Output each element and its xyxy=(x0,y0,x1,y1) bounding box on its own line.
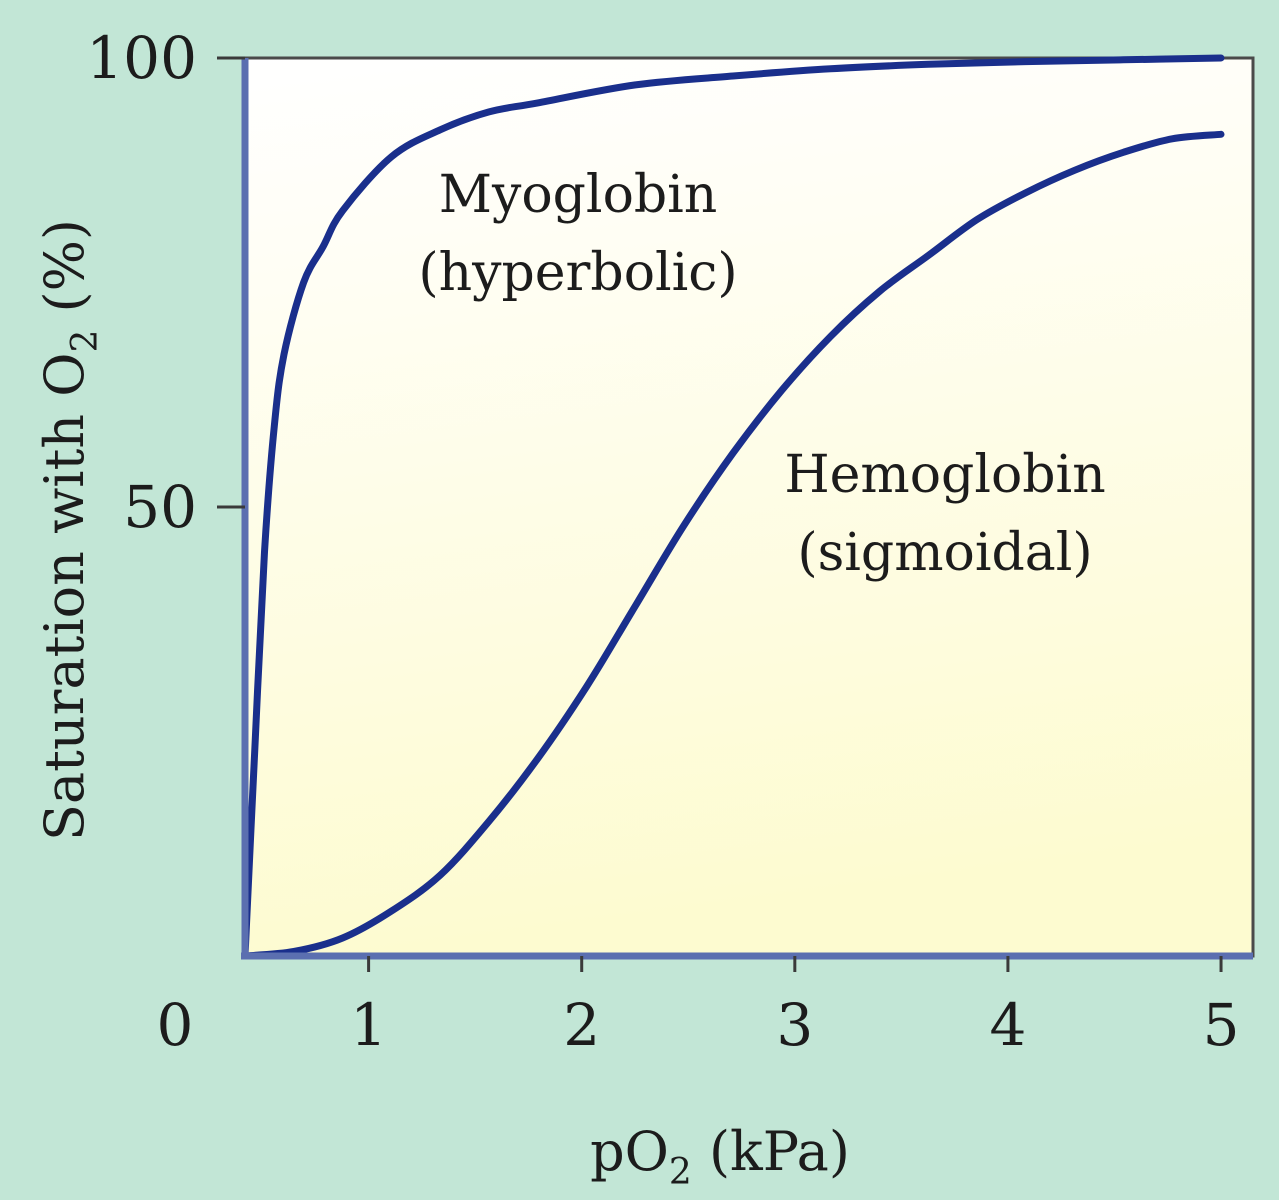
x-axis-title: pO2 (kPa) xyxy=(590,1120,850,1193)
curve-label-hemoglobin-type: (sigmoidal) xyxy=(797,523,1092,583)
x-tick-label: 2 xyxy=(563,991,600,1059)
origin-tick-label: 0 xyxy=(157,991,194,1059)
series-line-hemoglobin xyxy=(241,130,1225,960)
y-tick-label: 100 xyxy=(86,24,197,92)
tick-layer: 1 2 3 4 5 50 100 xyxy=(86,24,1239,1059)
curve-label-myoglobin-name: Myoglobin xyxy=(439,165,718,225)
series-layer xyxy=(241,54,1225,960)
x-tick-label: 4 xyxy=(989,991,1026,1059)
curve-label-hemoglobin-name: Hemoglobin xyxy=(784,445,1105,505)
plot-area xyxy=(243,56,1255,958)
curve-label-myoglobin-type: (hyperbolic) xyxy=(418,243,737,303)
x-tick-label: 3 xyxy=(776,991,813,1059)
x-tick-label: 1 xyxy=(350,991,387,1059)
y-axis-title: Saturation with O2 (%) xyxy=(33,219,106,841)
series-line-myoglobin xyxy=(241,54,1225,960)
y-tick-label: 50 xyxy=(123,473,197,541)
x-tick-label: 5 xyxy=(1203,991,1240,1059)
